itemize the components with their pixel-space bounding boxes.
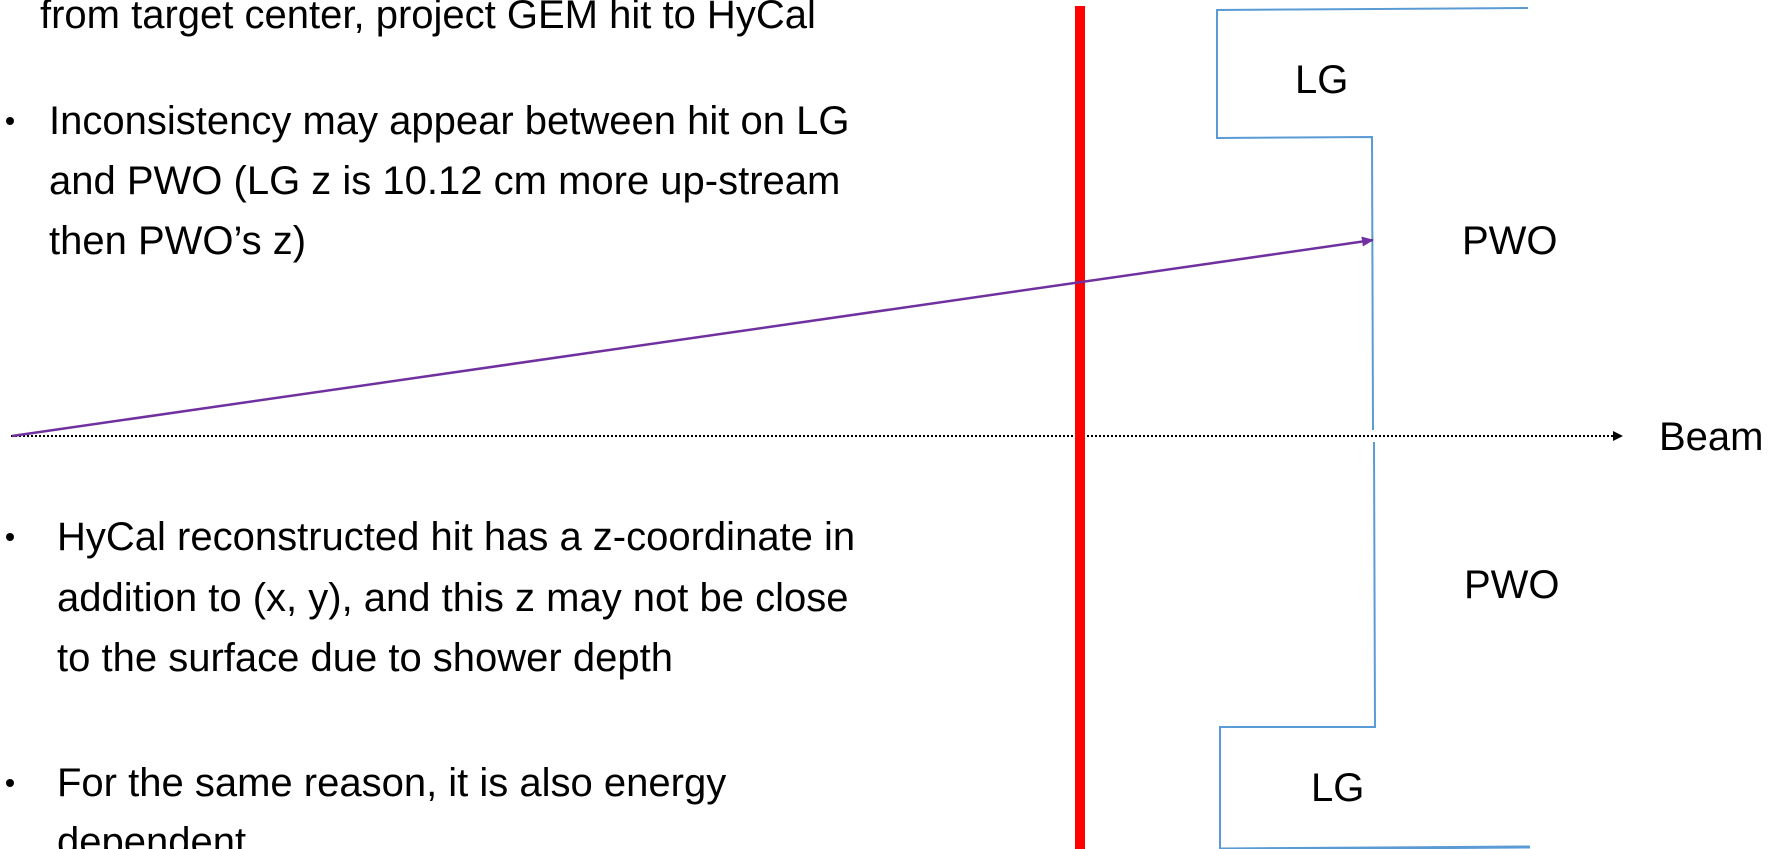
beam-label: Beam [1659,415,1764,459]
intro-line: from target center, project GEM hit to H… [40,0,816,37]
bullet-dot [6,779,14,787]
detector-label: PWO [1464,563,1560,607]
bullet-dot [6,533,14,541]
detector-label: LG [1311,766,1364,810]
detector-outline-bottom [1219,441,1377,849]
detector-label: PWO [1462,219,1558,263]
track-arrow [11,236,1374,438]
bullet-line: For the same reason, it is also energy [57,761,726,805]
bullet-line: HyCal reconstructed hit has a z-coordina… [57,515,855,559]
bullet-line: and PWO (LG z is 10.12 cm more up-stream [49,159,840,203]
bullet-line: addition to (x, y), and this z may not b… [57,576,849,620]
bullet-line: to the surface due to shower depth [57,636,673,680]
detector-outline-top [1216,7,1529,431]
bullet-line: Inconsistency may appear between hit on … [49,99,849,143]
detector-label: LG [1295,58,1348,102]
bullet-line: then PWO’s z) [49,219,306,263]
bullet-line: dependent [57,820,246,849]
bullet-dot [6,117,14,125]
